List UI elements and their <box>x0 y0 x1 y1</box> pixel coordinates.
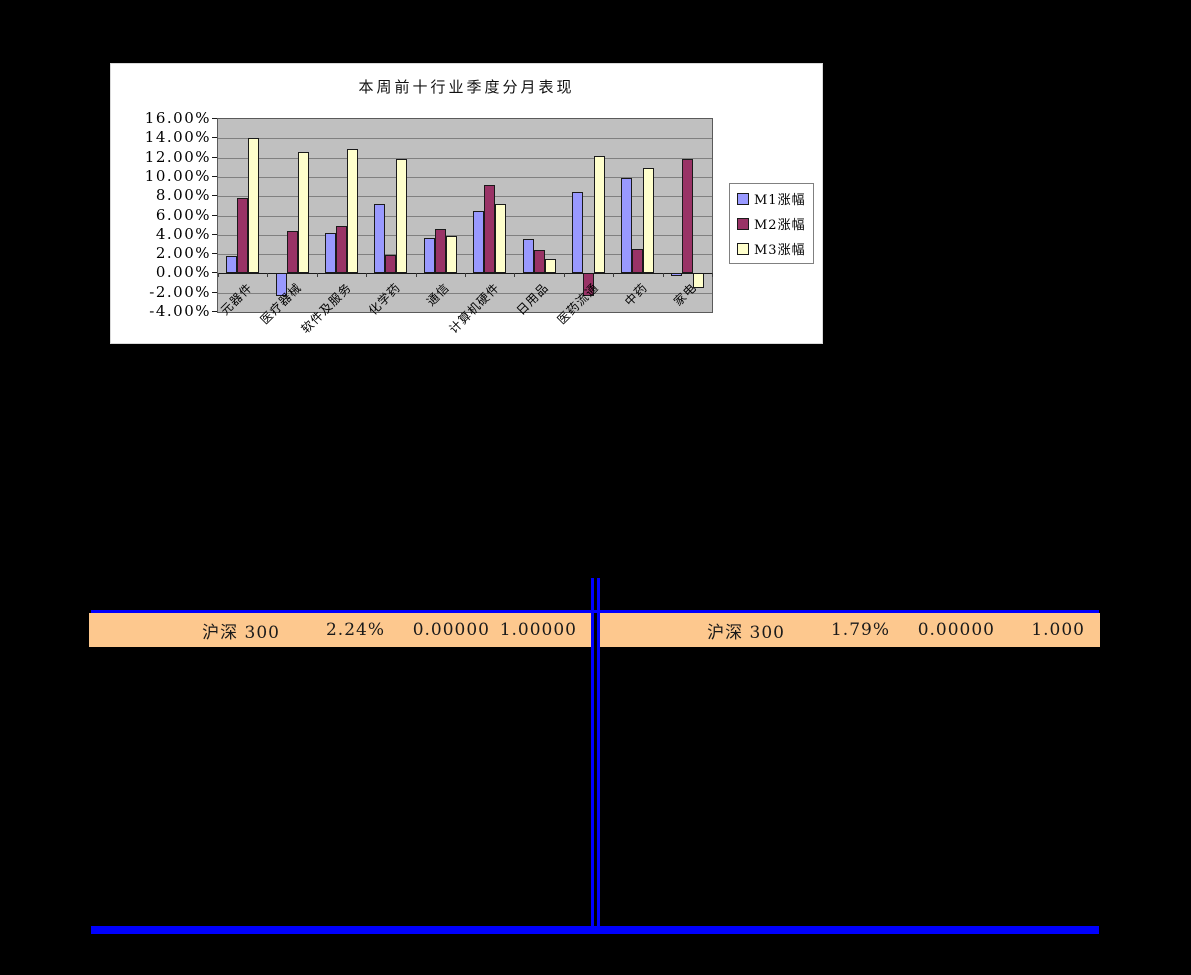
y-tick-mark <box>212 233 217 235</box>
x-tick-mark <box>465 273 466 278</box>
legend-item-m1: M1涨幅 <box>737 189 806 208</box>
bar-M3涨幅-日用品 <box>544 258 556 274</box>
benchmark-value-2: 1.00000 <box>499 620 577 640</box>
bar-M1涨幅-化学药 <box>374 203 386 274</box>
x-tick-mark <box>662 273 664 278</box>
gridline <box>218 292 712 294</box>
x-tick-mark <box>415 273 417 278</box>
bar-M2涨幅-化学药 <box>385 255 397 274</box>
benchmark-value-2: 1.000 <box>1031 620 1085 640</box>
table-top-rule <box>91 610 1099 613</box>
benchmark-change: 2.24% <box>325 620 385 640</box>
y-tick-mark <box>212 137 217 139</box>
y-tick-mark <box>212 253 217 255</box>
benchmark-value-1: 0.00000 <box>412 620 490 640</box>
bar-M1涨幅-中药 <box>621 177 633 274</box>
plot-area <box>217 118 713 313</box>
bar-M3涨幅-化学药 <box>396 158 408 274</box>
x-tick-mark <box>613 273 615 278</box>
y-tick-mark <box>212 175 217 177</box>
benchmark-value-1: 0.00000 <box>917 620 995 640</box>
y-tick-mark <box>212 291 217 293</box>
y-tick-mark <box>212 311 217 312</box>
y-tick-label: -2.00% <box>149 282 211 301</box>
y-tick-mark <box>212 118 217 119</box>
x-tick-mark <box>712 273 713 278</box>
chart-panel: 本周前十行业季度分月表现 16.00% 14.00% 12.00% 10.00% 8.0… <box>110 63 823 344</box>
y-tick-mark <box>212 272 217 274</box>
benchmark-name: 沪深 300 <box>707 622 785 643</box>
y-tick-label: 2.00% <box>155 244 211 263</box>
bar-M1涨幅-计算机硬件 <box>473 210 485 274</box>
bar-M1涨幅-家电 <box>670 273 682 277</box>
bar-M2涨幅-医疗器械 <box>286 230 298 274</box>
bar-M2涨幅-元器件 <box>237 198 249 274</box>
bar-M1涨幅-医药流通 <box>572 192 583 274</box>
bar-M2涨幅-家电 <box>681 158 693 274</box>
gridline <box>218 176 712 178</box>
bar-M2涨幅-中药 <box>632 249 644 274</box>
chart-title: 本周前十行业季度分月表现 <box>358 78 575 96</box>
chart-legend: M1涨幅 M2涨幅 M3涨幅 <box>729 183 814 264</box>
y-tick-mark <box>212 195 217 197</box>
bar-M3涨幅-通信 <box>445 235 457 274</box>
vertical-divider-line <box>591 578 600 934</box>
x-tick-mark <box>514 273 516 278</box>
bar-M1涨幅-日用品 <box>522 238 534 274</box>
gridline <box>218 138 712 140</box>
y-tick-mark <box>212 156 217 158</box>
y-tick-label: 14.00% <box>144 128 211 147</box>
bar-M2涨幅-软件及服务 <box>336 226 347 274</box>
legend-label-m1: M1涨幅 <box>754 193 806 208</box>
y-tick-label: 10.00% <box>144 166 211 185</box>
bar-M3涨幅-元器件 <box>248 138 260 274</box>
bar-M1涨幅-医疗器械 <box>275 273 287 296</box>
y-tick-label: 8.00% <box>155 186 211 205</box>
y-tick-label: 6.00% <box>155 205 211 224</box>
gridline <box>218 215 712 217</box>
benchmark-name: 沪深 300 <box>202 622 280 643</box>
y-tick-label: 16.00% <box>144 109 211 127</box>
legend-swatch-m1-icon <box>737 192 749 205</box>
bar-M3涨幅-家电 <box>692 273 704 288</box>
bar-M2涨幅-计算机硬件 <box>484 184 496 274</box>
x-tick-mark <box>267 273 269 278</box>
legend-item-m2: M2涨幅 <box>737 214 806 233</box>
gridline <box>218 254 712 256</box>
y-tick-label: 4.00% <box>155 224 211 243</box>
y-tick-label: -4.00% <box>149 302 211 320</box>
bar-M3涨幅-软件及服务 <box>347 148 358 274</box>
bar-M3涨幅-医药流通 <box>594 155 605 274</box>
bar-M2涨幅-日用品 <box>533 250 545 274</box>
bar-M3涨幅-中药 <box>643 168 655 274</box>
legend-item-m3: M3涨幅 <box>737 239 806 258</box>
y-tick-mark <box>212 214 217 216</box>
legend-swatch-m2-icon <box>737 217 749 230</box>
legend-label-m3: M3涨幅 <box>754 243 806 258</box>
bar-M2涨幅-通信 <box>434 229 446 274</box>
gridline <box>218 157 712 159</box>
x-tick-mark <box>218 273 219 278</box>
benchmark-row-left: 沪深 300 2.24% 0.00000 1.00000 <box>89 613 591 647</box>
bar-M3涨幅-医疗器械 <box>297 151 309 274</box>
legend-swatch-m3-icon <box>737 242 749 255</box>
x-tick-mark <box>366 273 368 278</box>
gridline <box>218 196 712 198</box>
benchmark-row-right: 沪深 300 1.79% 0.00000 1.000 <box>600 613 1100 647</box>
bar-M3涨幅-计算机硬件 <box>495 203 507 274</box>
bar-M1涨幅-通信 <box>423 237 435 274</box>
bar-M2涨幅-医药流通 <box>583 273 594 296</box>
bar-M1涨幅-元器件 <box>226 256 238 274</box>
bottom-rule <box>91 926 1099 934</box>
x-tick-mark <box>316 273 318 278</box>
gridline <box>218 234 712 236</box>
y-tick-label: 12.00% <box>144 147 211 166</box>
y-tick-label: 0.00% <box>155 263 211 282</box>
benchmark-change: 1.79% <box>830 620 890 640</box>
bar-M1涨幅-软件及服务 <box>325 232 336 274</box>
x-tick-mark <box>563 273 565 278</box>
legend-label-m2: M2涨幅 <box>754 218 806 233</box>
